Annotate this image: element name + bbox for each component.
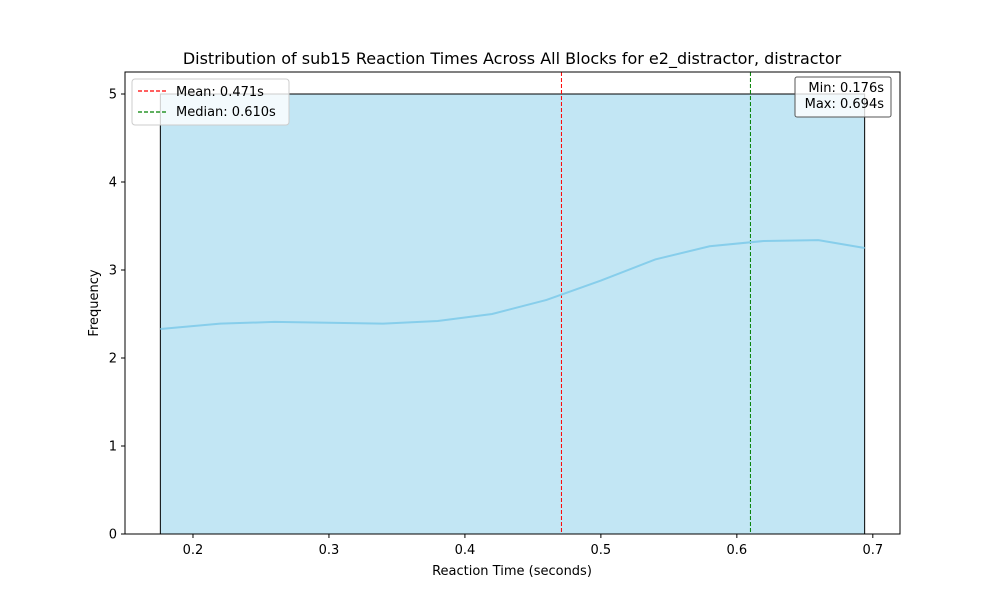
y-tick-label: 0	[109, 528, 117, 543]
chart-title: Distribution of sub15 Reaction Times Acr…	[183, 49, 842, 69]
y-tick-label: 1	[109, 440, 117, 455]
legend-median-label: Median: 0.610s	[176, 105, 276, 120]
stats-min-label: Min: 0.176s	[808, 81, 884, 96]
x-tick-label: 0.5	[591, 543, 612, 558]
histogram-bars	[159, 93, 866, 535]
y-axis-label: Frequency	[87, 269, 102, 336]
legend-mean-label: Mean: 0.471s	[176, 85, 264, 100]
stats-box-frame	[794, 76, 892, 118]
legend-box	[131, 78, 290, 126]
y-tick-label: 3	[109, 264, 117, 279]
x-axis-label: Reaction Time (seconds)	[432, 564, 592, 579]
y-tick-label: 5	[109, 88, 117, 103]
x-tick-label: 0.2	[183, 543, 204, 558]
y-axis-ticks: 0 1 2 3 4 5	[109, 88, 125, 543]
y-tick-label: 4	[109, 176, 117, 191]
stats-max-label: Max: 0.694s	[805, 97, 885, 112]
y-tick-label: 2	[109, 352, 117, 367]
x-tick-label: 0.3	[319, 543, 340, 558]
x-tick-label: 0.7	[862, 543, 883, 558]
kde-curve	[160, 239, 865, 330]
histogram-bar	[159, 93, 866, 535]
x-axis-ticks: 0.2 0.3 0.4 0.5 0.6 0.7	[183, 534, 883, 558]
x-tick-label: 0.6	[726, 543, 747, 558]
plot-area-frame	[124, 71, 901, 535]
stats-box: Min: 0.176s Max: 0.694s	[794, 76, 892, 118]
x-tick-label: 0.4	[455, 543, 476, 558]
reference-lines	[560, 72, 751, 534]
legend: Mean: 0.471s Median: 0.610s	[131, 78, 290, 126]
